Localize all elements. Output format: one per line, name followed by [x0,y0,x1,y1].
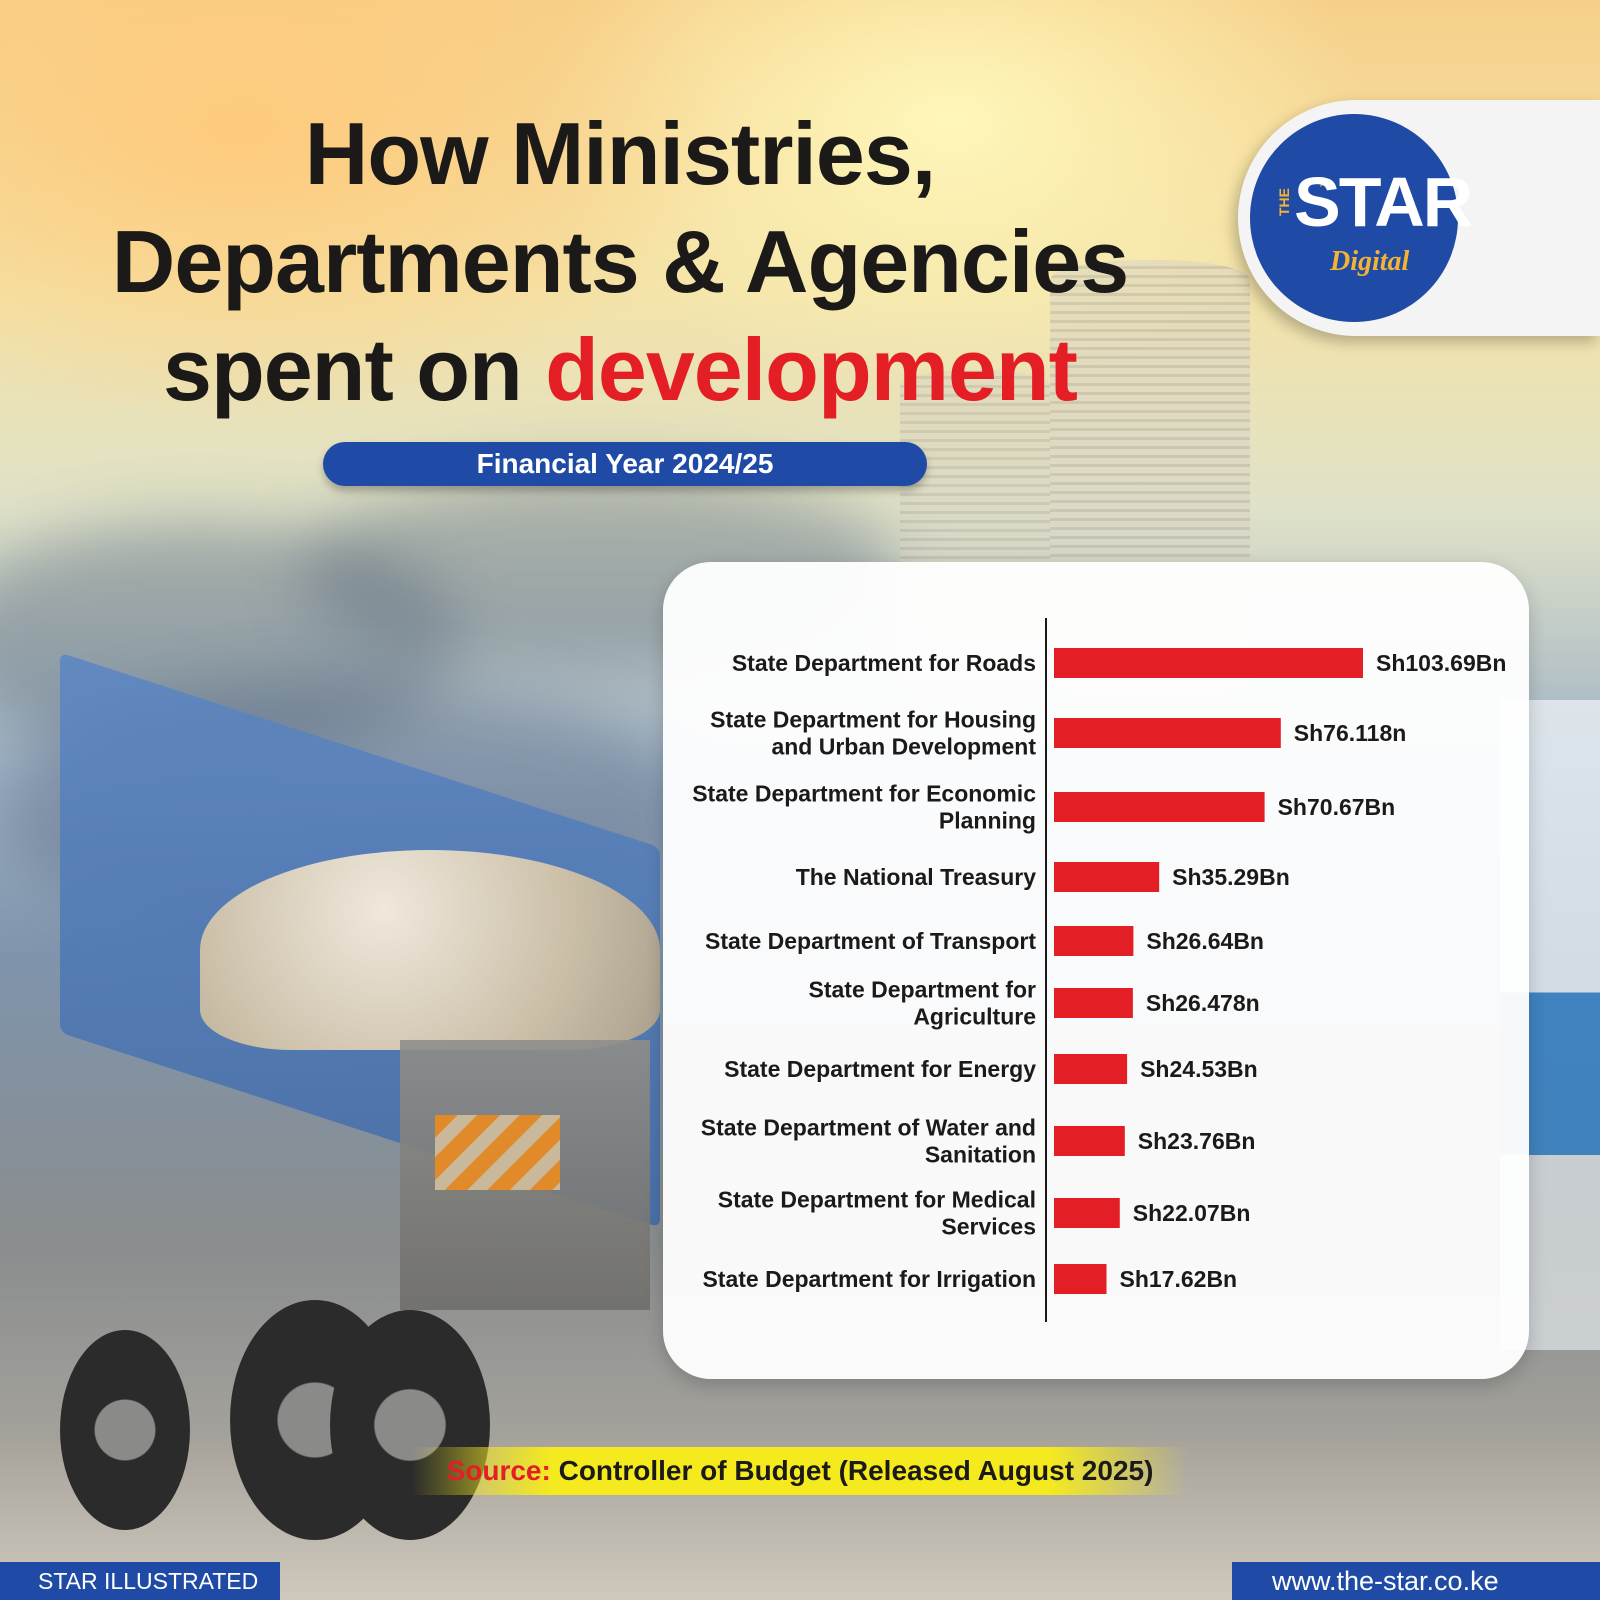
category-label: State Department of Water and Sanitation [701,1115,1036,1168]
value-label: Sh23.76Bn [1138,1128,1256,1154]
footer-website-link[interactable]: www.the-star.co.ke [1232,1562,1600,1600]
bar [1054,1054,1128,1084]
value-label: Sh24.53Bn [1140,1056,1258,1082]
value-label: Sh26.478n [1146,990,1260,1016]
bar [1054,862,1160,892]
bar [1054,926,1134,956]
chart-card [663,562,1529,1379]
the-star-digital-logo: THE ★ STAR Digital [1238,100,1600,336]
bar [1054,718,1281,748]
bar [1054,1264,1107,1294]
subtitle-pill: Financial Year 2024/25 [323,442,927,486]
category-label: State Department of Transport [705,928,1036,954]
title-line-3-prefix: spent on [163,320,546,419]
category-label: State Department for Energy [724,1056,1036,1082]
category-label: State Department for Economic Planning [692,781,1036,834]
value-label: Sh35.29Bn [1172,864,1290,890]
logo-star-text: STAR [1294,163,1473,241]
chart-title: How Ministries, Departments & Agencies s… [40,100,1200,424]
value-label: Sh103.69Bn [1376,650,1506,676]
bar [1054,1198,1120,1228]
logo-the-text: THE [1276,188,1292,216]
bar [1054,988,1133,1018]
category-label: State Department for Housing and Urban De… [710,707,1036,760]
title-line-1: How Ministries, [304,104,936,203]
source-text: Controller of Budget (Released August 20… [558,1455,1154,1486]
source-label: Source: [446,1455,551,1486]
category-label: State Department for Agriculture [809,977,1037,1030]
value-label: Sh26.64Bn [1146,928,1264,954]
logo-circle: THE ★ STAR Digital [1250,114,1473,322]
value-label: Sh17.62Bn [1120,1266,1238,1292]
category-label: State Department for Irrigation [702,1266,1036,1292]
value-label: Sh76.118n [1294,720,1407,746]
footer-star-illustrated: STAR ILLUSTRATED [0,1562,280,1600]
value-label: Sh22.07Bn [1133,1200,1251,1226]
bar [1054,1126,1125,1156]
star-icon: ★ [1317,174,1330,190]
category-label: The National Treasury [796,864,1037,890]
bar-chart: State Department for Roads Sh103.69Bn Stat… [692,618,1506,1322]
value-label: Sh70.67Bn [1278,794,1396,820]
logo-digital-text: Digital [1330,246,1410,277]
source-note: Source: Controller of Budget (Released A… [412,1447,1188,1495]
category-label: State Department for Medical Services [718,1187,1036,1240]
category-label: State Department for Roads [732,650,1036,676]
bar [1054,648,1363,678]
bar [1054,792,1265,822]
title-line-2: Departments & Agencies [111,212,1129,311]
title-accent-word: development [545,320,1078,419]
